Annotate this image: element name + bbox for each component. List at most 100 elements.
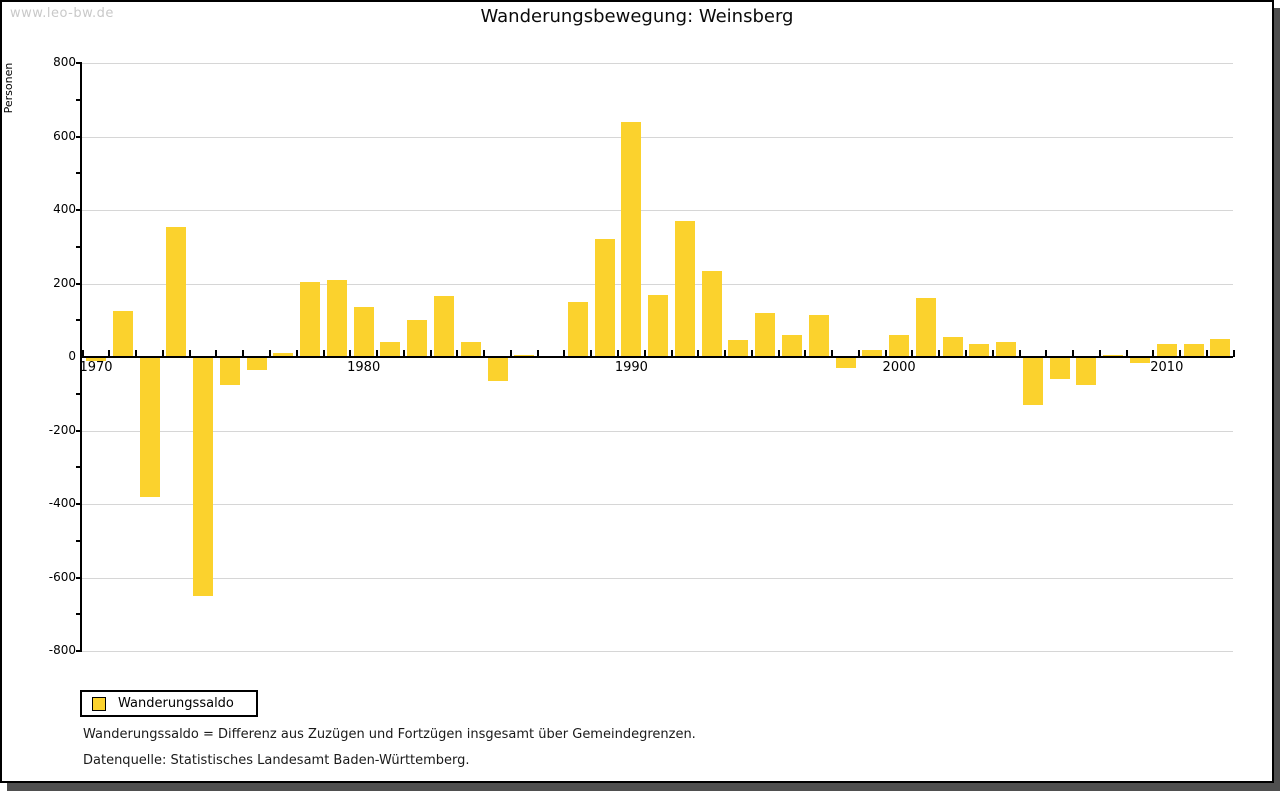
bar-1977 xyxy=(273,353,294,357)
y-tick xyxy=(76,319,82,322)
bar-1993 xyxy=(701,270,722,357)
gridline xyxy=(82,504,1233,505)
y-tick-label: 400 xyxy=(53,202,76,216)
bar-1971 xyxy=(112,311,133,357)
x-tick xyxy=(376,350,379,357)
x-tick xyxy=(1179,350,1182,357)
footnote-definition: Wanderungssaldo = Differenz aus Zuzügen … xyxy=(83,727,696,742)
x-tick xyxy=(1152,350,1155,357)
bar-1979 xyxy=(326,279,347,357)
legend-swatch-icon xyxy=(92,696,106,711)
bar-2000 xyxy=(889,334,910,357)
y-tick xyxy=(76,392,82,395)
x-tick xyxy=(1072,350,1075,357)
x-tick xyxy=(215,350,218,357)
y-tick xyxy=(76,429,82,432)
bar-1976 xyxy=(246,357,267,370)
x-tick xyxy=(563,350,566,357)
y-tick xyxy=(76,282,82,285)
y-tick-label: -800 xyxy=(48,643,76,657)
x-tick xyxy=(1232,350,1235,357)
x-tick xyxy=(857,350,860,357)
bar-1982 xyxy=(407,320,428,357)
x-tick xyxy=(456,350,459,357)
bar-1978 xyxy=(300,281,321,357)
bar-2011 xyxy=(1183,344,1204,357)
bar-2006 xyxy=(1049,357,1070,380)
bar-2010 xyxy=(1156,344,1177,357)
bar-1998 xyxy=(835,357,856,369)
bar-1972 xyxy=(139,357,160,497)
gridline xyxy=(82,136,1233,138)
x-tick xyxy=(322,350,325,357)
x-tick xyxy=(1125,350,1128,357)
y-tick-label: -200 xyxy=(48,422,76,437)
zero-axis-line xyxy=(80,356,1233,358)
y-tick-label: 600 xyxy=(53,128,76,143)
x-tick xyxy=(991,350,994,357)
bar-2004 xyxy=(996,342,1017,357)
y-tick-label: 0 xyxy=(68,349,76,363)
x-tick-label-2000: 2000 xyxy=(882,360,916,375)
gridline xyxy=(82,577,1233,579)
bar-2001 xyxy=(915,298,936,357)
x-tick xyxy=(1205,350,1208,357)
x-tick xyxy=(402,350,405,357)
x-tick xyxy=(777,350,780,357)
bar-1984 xyxy=(460,342,481,357)
gridline xyxy=(82,63,1233,64)
y-tick xyxy=(76,98,82,101)
bar-1999 xyxy=(862,349,883,357)
gridline xyxy=(82,651,1233,652)
gridline xyxy=(82,430,1233,432)
y-tick-label: -400 xyxy=(48,496,76,510)
x-tick xyxy=(135,350,138,357)
bar-2007 xyxy=(1076,357,1097,385)
bar-1983 xyxy=(434,296,454,357)
y-tick xyxy=(76,503,82,505)
y-tick xyxy=(76,650,82,652)
bar-2012 xyxy=(1210,338,1231,357)
y-tick-label: 200 xyxy=(53,275,76,290)
x-tick xyxy=(108,350,111,357)
x-tick xyxy=(911,350,914,357)
bar-1980 xyxy=(353,307,374,357)
x-tick-label-1990: 1990 xyxy=(614,360,648,375)
bar-1994 xyxy=(728,340,749,357)
y-tick xyxy=(76,245,82,248)
x-tick xyxy=(81,350,84,357)
bar-1981 xyxy=(380,342,401,357)
x-tick xyxy=(831,350,834,357)
x-tick xyxy=(269,350,271,357)
gridline xyxy=(82,283,1233,285)
x-tick-label-2010: 2010 xyxy=(1150,360,1184,375)
chart-title: Wanderungsbewegung: Weinsberg xyxy=(480,6,794,27)
x-tick xyxy=(804,350,807,357)
y-tick xyxy=(76,613,82,616)
x-tick xyxy=(483,350,486,357)
y-tick xyxy=(76,135,82,138)
bar-1975 xyxy=(219,357,240,385)
x-tick xyxy=(697,350,700,357)
legend: Wanderungssaldo xyxy=(80,690,258,717)
bar-1995 xyxy=(755,312,776,357)
y-tick-label: 800 xyxy=(53,55,76,69)
bar-1970 xyxy=(86,357,106,361)
x-tick xyxy=(670,350,673,357)
bar-1988 xyxy=(567,301,588,357)
bar-1991 xyxy=(648,294,669,357)
watermark: www.leo-bw.de xyxy=(10,6,114,21)
x-tick xyxy=(590,350,593,357)
x-tick-label-1970: 1970 xyxy=(79,360,113,375)
x-tick xyxy=(617,350,619,357)
x-tick xyxy=(724,350,727,357)
bar-2002 xyxy=(942,336,963,357)
gridline xyxy=(82,210,1233,211)
bar-1973 xyxy=(166,226,187,357)
y-tick xyxy=(76,539,82,542)
x-tick xyxy=(295,350,298,357)
x-tick xyxy=(965,350,968,357)
x-tick xyxy=(1098,350,1101,357)
x-tick xyxy=(884,350,887,357)
